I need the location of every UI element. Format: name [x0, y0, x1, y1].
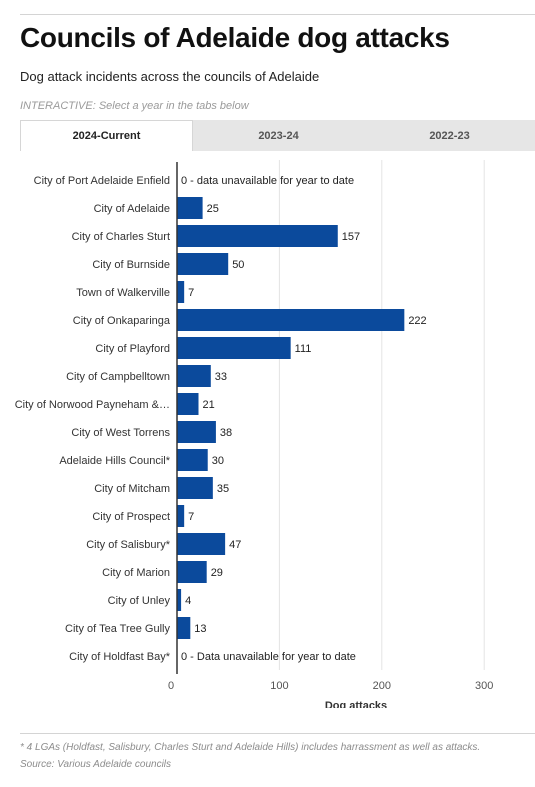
category-label: Adelaide Hills Council* [59, 455, 170, 467]
bar [177, 393, 199, 415]
x-tick-label: 200 [373, 680, 391, 692]
interactive-instruction: INTERACTIVE: Select a year in the tabs b… [20, 100, 249, 112]
chart-title: Councils of Adelaide dog attacks [20, 22, 450, 53]
bar [177, 421, 216, 443]
bottom-divider [20, 733, 535, 734]
data-label: 13 [194, 623, 206, 635]
category-label: City of Marion [102, 567, 170, 579]
year-tabs: 2024-Current 2023-24 2022-23 [20, 120, 535, 151]
category-label: City of Port Adelaide Enfield [34, 175, 170, 187]
category-label: City of Norwood Payneham &… [15, 399, 170, 411]
category-label: City of Onkaparinga [73, 315, 171, 327]
bar [177, 505, 185, 527]
data-label: 0 - Data unavailable for year to date [181, 651, 356, 663]
data-label: 38 [220, 427, 232, 439]
data-label: 7 [188, 287, 194, 299]
data-label: 35 [217, 483, 229, 495]
data-label: 30 [212, 455, 224, 467]
bar [177, 225, 338, 247]
data-label: 0 - data unavailable for year to date [181, 175, 354, 187]
category-label: City of Adelaide [94, 203, 170, 215]
top-divider [20, 14, 535, 15]
category-label: City of Burnside [92, 259, 170, 271]
bar [177, 365, 211, 387]
data-label: 33 [215, 371, 227, 383]
data-label: 25 [207, 203, 219, 215]
footnote: * 4 LGAs (Holdfast, Salisbury, Charles S… [20, 742, 481, 753]
x-tick-label: 100 [270, 680, 288, 692]
data-label: 157 [342, 231, 360, 243]
x-axis-title: Dog attacks [325, 700, 387, 708]
category-label: City of Prospect [92, 511, 170, 523]
x-tick-label: 0 [168, 680, 174, 692]
category-label: City of Tea Tree Gully [65, 623, 170, 635]
category-label: City of Mitcham [94, 483, 170, 495]
source-note: Source: Various Adelaide councils [20, 759, 172, 770]
tab-2023-24[interactable]: 2023-24 [258, 129, 299, 142]
bar [177, 449, 208, 471]
category-label: City of Playford [95, 343, 170, 355]
bar-chart: City of Port Adelaide Enfield 0 - data un… [15, 160, 493, 708]
data-label: 50 [232, 259, 244, 271]
category-label: City of Campbelltown [66, 371, 170, 383]
x-tick-label: 300 [475, 680, 493, 692]
bar [177, 309, 405, 331]
category-label: City of Holdfast Bay* [69, 651, 171, 663]
data-label: 7 [188, 511, 194, 523]
bar [177, 561, 207, 583]
category-label: Town of Walkerville [76, 287, 170, 299]
data-label: 4 [185, 595, 191, 607]
bar [177, 617, 191, 639]
data-label: 21 [203, 399, 215, 411]
chart-subtitle: Dog attack incidents across the councils… [20, 69, 320, 84]
data-label: 111 [295, 343, 312, 355]
category-label: City of Unley [108, 595, 171, 607]
category-label: City of Salisbury* [86, 539, 170, 551]
category-label: City of Charles Sturt [72, 231, 170, 243]
bar [177, 253, 229, 275]
bar [177, 533, 226, 555]
data-label: 29 [211, 567, 223, 579]
data-label: 222 [408, 315, 426, 327]
category-label: City of West Torrens [71, 427, 170, 439]
bar [177, 337, 291, 359]
bar [177, 477, 213, 499]
tab-2022-23[interactable]: 2022-23 [429, 129, 470, 142]
bar [177, 589, 182, 611]
bar [177, 281, 185, 303]
tab-2024-current[interactable]: 2024-Current [20, 120, 193, 151]
bar [177, 197, 203, 219]
data-label: 47 [229, 539, 241, 551]
